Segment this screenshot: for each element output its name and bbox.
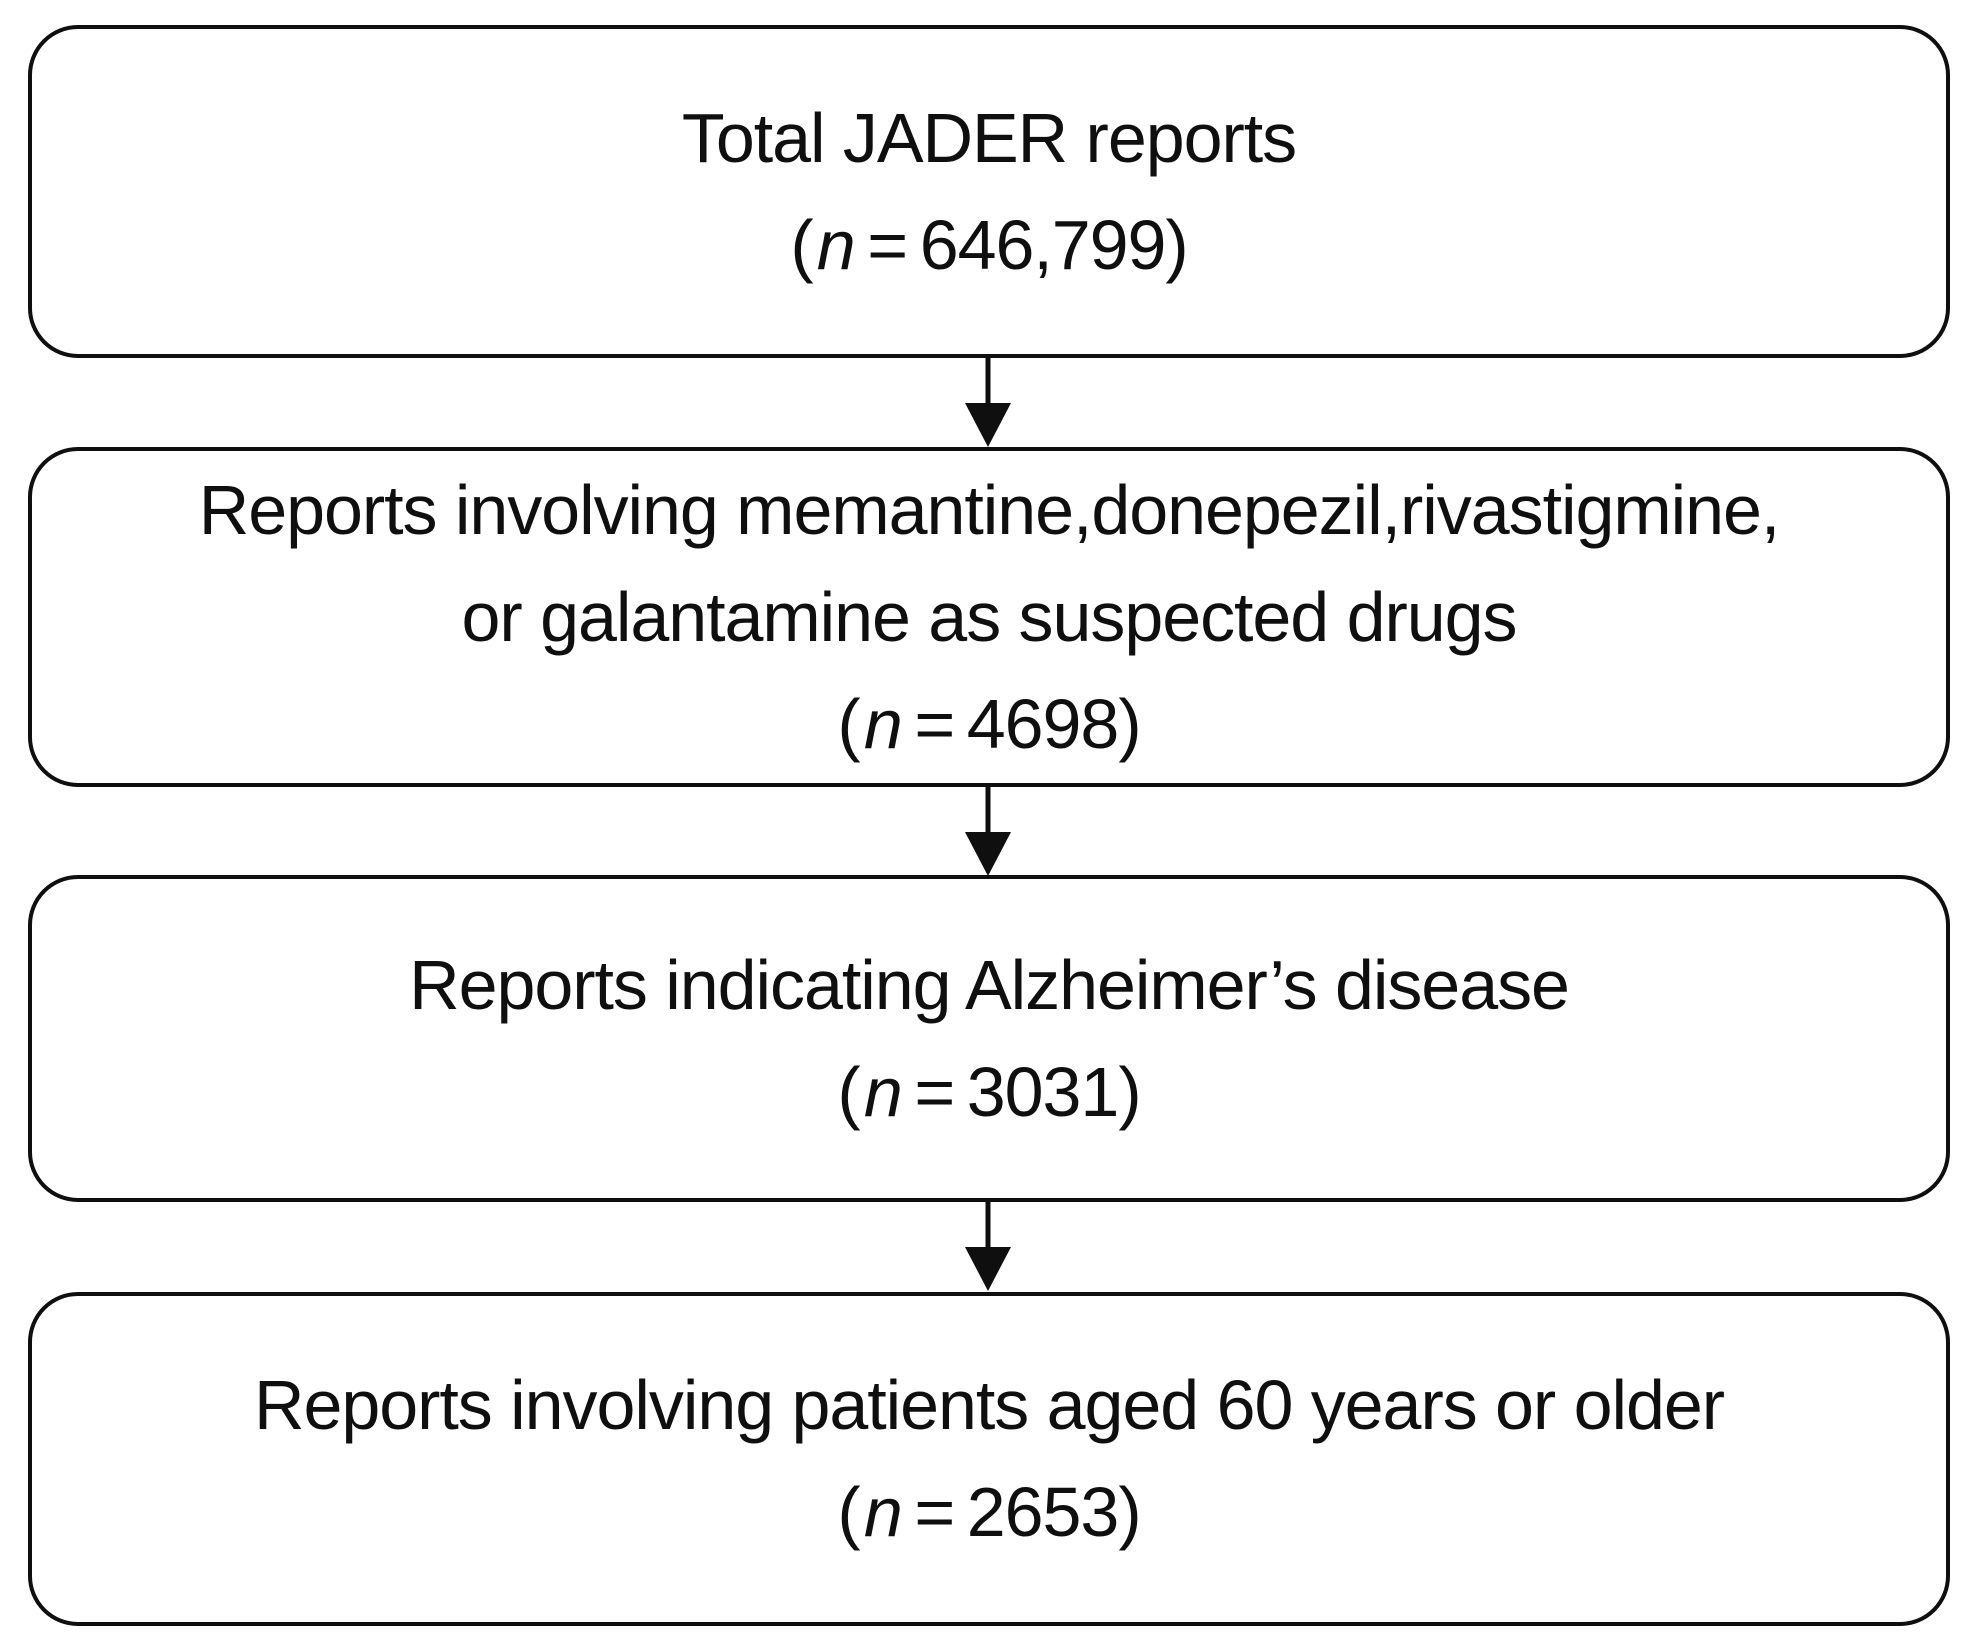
box-text-line: Reports involving patients aged 60 years… bbox=[254, 1366, 1725, 1444]
paren-open: ( bbox=[837, 684, 860, 763]
n-variable: n bbox=[863, 1052, 903, 1131]
equals-sign: = bbox=[914, 1473, 955, 1551]
box-count-line: (n = 3031) bbox=[837, 1039, 1141, 1146]
down-arrow-icon bbox=[958, 1201, 1018, 1291]
box-text-line: or galantamine as suspected drugs bbox=[461, 577, 1518, 656]
n-value: 646,799 bbox=[919, 205, 1167, 284]
box-text-line: Reports involving memantine,donepezil,ri… bbox=[198, 470, 1781, 549]
paren-close: ) bbox=[1165, 205, 1188, 284]
n-value: 2653 bbox=[966, 1473, 1120, 1551]
equals-sign: = bbox=[867, 205, 908, 284]
flow-box-suspected-drugs: Reports involving memantine,donepezil,ri… bbox=[28, 447, 1950, 787]
flow-box-alzheimers-disease: Reports indicating Alzheimer’s disease (… bbox=[28, 875, 1950, 1202]
paren-open: ( bbox=[837, 1473, 860, 1551]
n-variable: n bbox=[863, 1473, 903, 1551]
down-arrow-icon bbox=[958, 357, 1018, 447]
box-count-line: (n = 4698) bbox=[837, 671, 1141, 778]
n-value: 4698 bbox=[966, 684, 1120, 763]
down-arrow-icon bbox=[958, 786, 1018, 876]
paren-close: ) bbox=[1118, 1473, 1141, 1551]
box-text-line: Reports indicating Alzheimer’s disease bbox=[409, 945, 1570, 1024]
equals-sign: = bbox=[914, 1052, 955, 1131]
n-variable: n bbox=[863, 684, 903, 763]
box-text-line: Total JADER reports bbox=[681, 98, 1297, 177]
equals-sign: = bbox=[914, 684, 955, 763]
flow-box-total-jader-reports: Total JADER reports (n = 646,799) bbox=[28, 25, 1950, 358]
n-value: 3031 bbox=[966, 1052, 1120, 1131]
flow-box-aged-60-or-older: Reports involving patients aged 60 years… bbox=[28, 1292, 1950, 1626]
paren-close: ) bbox=[1118, 684, 1141, 763]
box-count-line: (n = 2653) bbox=[837, 1459, 1141, 1566]
paren-open: ( bbox=[837, 1052, 860, 1131]
box-count-line: (n = 646,799) bbox=[790, 192, 1188, 299]
paren-open: ( bbox=[790, 205, 813, 284]
paren-close: ) bbox=[1118, 1052, 1141, 1131]
n-variable: n bbox=[816, 205, 856, 284]
